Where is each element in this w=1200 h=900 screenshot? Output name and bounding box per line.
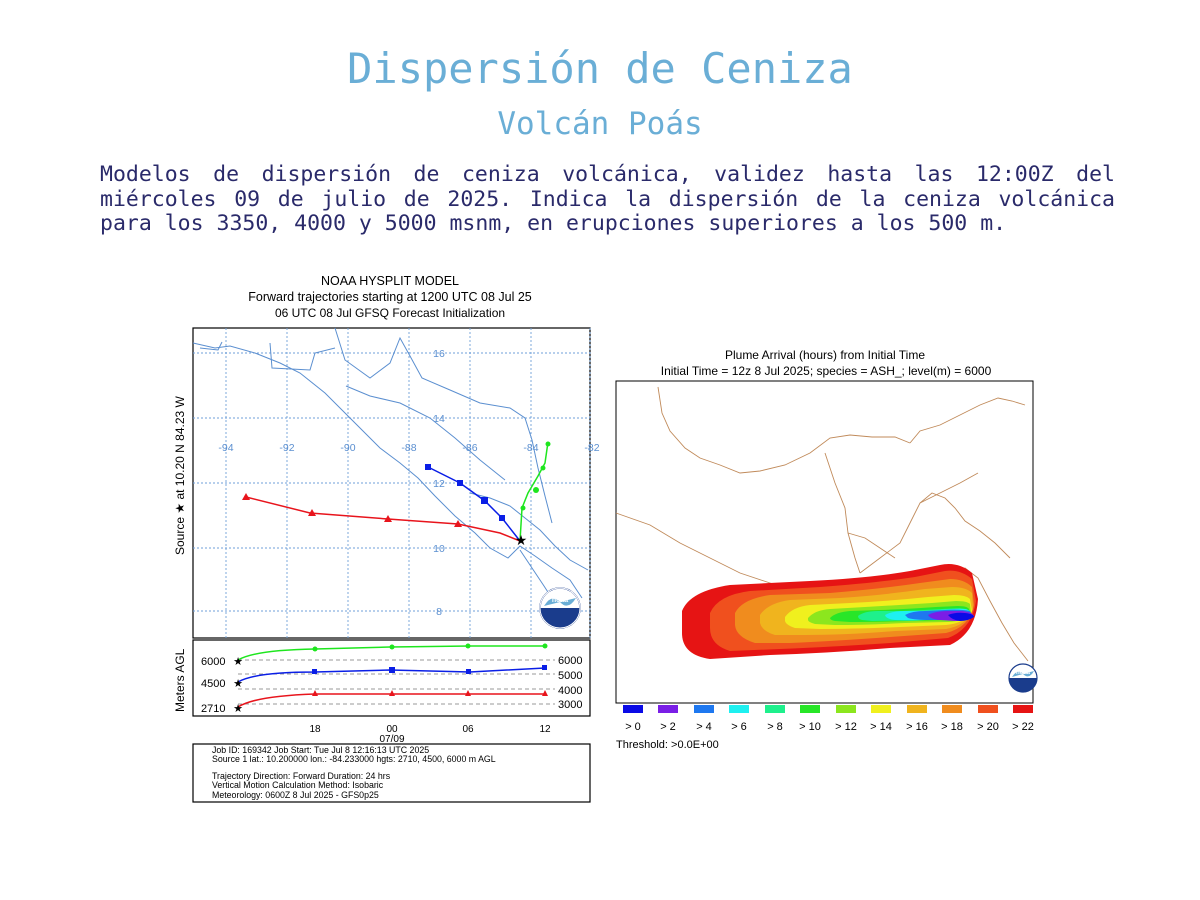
page-title: Dispersión de Ceniza <box>347 44 853 93</box>
legend-swatch <box>694 705 714 713</box>
lon-tick-label: -92 <box>279 442 294 454</box>
time-date-label: 07/09 <box>379 734 404 745</box>
legend-swatch <box>871 705 891 713</box>
agl-marker-green <box>542 643 548 649</box>
legend-label: > 2 <box>660 721 676 733</box>
page-subtitle: Volcán Poás <box>497 106 703 142</box>
legend-label: > 8 <box>767 721 783 733</box>
legend-swatch <box>907 705 927 713</box>
time-tick-label: 00 <box>386 724 398 735</box>
agl-left-level: 6000 <box>201 656 225 668</box>
plume-title-1: Plume Arrival (hours) from Initial Time <box>725 348 925 362</box>
agl-marker-red <box>312 690 318 696</box>
description-text: Modelos de dispersión de ceniza volcánic… <box>100 162 1115 236</box>
info-line: Vertical Motion Calculation Method: Isob… <box>212 780 384 790</box>
agl-right-level: 5000 <box>558 670 582 682</box>
legend-swatch <box>800 705 820 713</box>
agl-line-red <box>237 693 545 708</box>
agl-start-star-icon: ★ <box>233 678 243 690</box>
agl-marker-green <box>465 643 471 649</box>
trajectory-header-1: NOAA HYSPLIT MODEL <box>321 274 459 288</box>
trajectory-red <box>242 493 521 542</box>
agl-marker-green <box>389 644 395 650</box>
agl-left-level: 2710 <box>201 703 225 715</box>
legend-label: > 18 <box>941 721 963 733</box>
info-line: Job ID: 169342 Job Start: Tue Jul 8 12:1… <box>212 745 429 755</box>
agl-left-level: 4500 <box>201 678 225 690</box>
plume-title-2: Initial Time = 12z 8 Jul 2025; species =… <box>661 364 992 378</box>
legend-label: > 22 <box>1012 721 1034 733</box>
legend-label: > 14 <box>870 721 892 733</box>
trajectory-blue <box>425 464 521 542</box>
trajectory-green <box>519 441 551 542</box>
legend-swatch <box>1013 705 1033 713</box>
plume-legend: > 0 > 2 > 4 > 6 > 8 > 10 > 12 > 14 > 16 … <box>623 705 1034 733</box>
legend-swatch <box>978 705 998 713</box>
noaa-logo-label: noaa <box>552 597 568 604</box>
agl-marker-blue <box>389 667 395 673</box>
legend-swatch <box>658 705 678 713</box>
agl-marker-green <box>312 646 318 652</box>
lon-tick-label: -94 <box>218 442 233 454</box>
source-label: Source ★ at 10.20 N 84.23 W <box>173 395 187 555</box>
legend-label: > 0 <box>625 721 641 733</box>
legend-label: > 6 <box>731 721 747 733</box>
lat-tick-label: 14 <box>433 413 445 425</box>
agl-marker-red <box>389 690 395 696</box>
trajectory-info-box <box>192 743 591 803</box>
legend-label: > 20 <box>977 721 999 733</box>
time-tick-label: 12 <box>539 724 551 735</box>
legend-label: > 12 <box>835 721 857 733</box>
info-line: Meteorology: 0600Z 8 Jul 2025 - GFS0p25 <box>212 790 379 800</box>
noaa-logo-icon <box>539 587 581 629</box>
info-line: Source 1 lat.: 10.200000 lon.: -84.23300… <box>212 754 496 764</box>
legend-swatch <box>942 705 962 713</box>
agl-line-blue <box>237 667 546 683</box>
agl-right-level: 3000 <box>558 699 582 711</box>
trajectory-map-frame <box>192 327 591 639</box>
legend-label: > 16 <box>906 721 928 733</box>
agl-line-green <box>237 645 545 661</box>
legend-label: > 10 <box>799 721 821 733</box>
lon-tick-label: -88 <box>401 442 416 454</box>
agl-marker-blue <box>466 669 471 674</box>
agl-marker-red <box>465 690 471 696</box>
agl-panel-frame <box>192 639 591 717</box>
legend-swatch <box>623 705 643 713</box>
lat-tick-label: 10 <box>433 543 445 555</box>
trajectory-panel: NOAA HYSPLIT MODEL Forward trajectories … <box>173 274 600 803</box>
source-star-icon: ★ <box>515 532 528 548</box>
legend-swatch <box>729 705 749 713</box>
lat-tick-label: 8 <box>436 606 442 618</box>
lon-tick-label: -82 <box>584 442 599 454</box>
agl-right-level: 4000 <box>558 685 582 697</box>
agl-start-star-icon: ★ <box>233 703 243 715</box>
lat-tick-label: 16 <box>433 348 445 360</box>
plume-panel: Plume Arrival (hours) from Initial Time … <box>615 348 1038 751</box>
trajectory-header-3: 06 UTC 08 Jul GFSQ Forecast Initializati… <box>275 306 505 320</box>
legend-label: > 4 <box>696 721 712 733</box>
time-tick-label: 18 <box>309 724 321 735</box>
threshold-label: Threshold: >0.0E+00 <box>616 739 719 751</box>
info-line: Trajectory Direction: Forward Duration: … <box>212 771 391 781</box>
legend-swatch <box>836 705 856 713</box>
lat-tick-label: 12 <box>433 478 445 490</box>
agl-start-star-icon: ★ <box>233 656 243 668</box>
lon-tick-label: -86 <box>462 442 477 454</box>
lon-tick-label: -90 <box>340 442 355 454</box>
time-tick-label: 06 <box>462 724 474 735</box>
agl-marker-blue <box>542 665 547 670</box>
agl-right-level: 6000 <box>558 655 582 667</box>
agl-axis-label: Meters AGL <box>173 648 187 712</box>
noaa-logo-icon <box>1008 663 1038 693</box>
ash-plume <box>682 564 978 659</box>
agl-marker-red <box>542 690 548 696</box>
lon-tick-label: -84 <box>523 442 538 454</box>
trajectory-header-2: Forward trajectories starting at 1200 UT… <box>248 290 532 304</box>
legend-swatch <box>765 705 785 713</box>
noaa-logo-label: noaa <box>1016 670 1031 676</box>
agl-marker-blue <box>312 669 317 674</box>
